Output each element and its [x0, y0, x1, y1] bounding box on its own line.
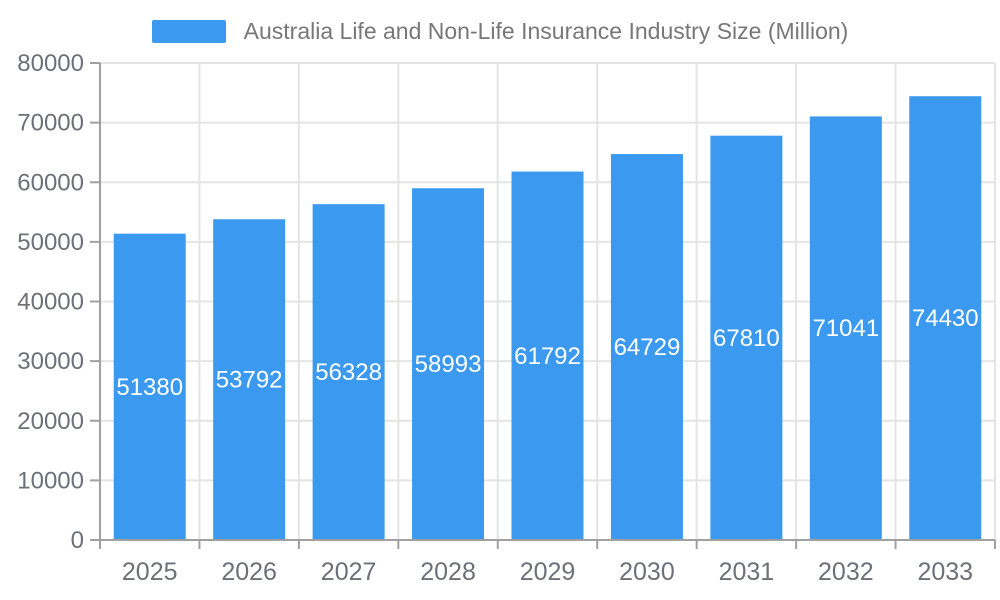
- bar-2025[interactable]: [113, 233, 186, 541]
- x-tick-label: 2033: [917, 558, 973, 586]
- bar-value-label: 61792: [514, 343, 581, 370]
- bar-value-label: 51380: [116, 374, 183, 401]
- x-tick-label: 2032: [818, 558, 874, 586]
- bar-value-label: 71041: [812, 315, 879, 342]
- y-tick-label: 20000: [17, 408, 84, 435]
- bar-value-label: 67810: [713, 325, 780, 352]
- bar-2028[interactable]: [412, 188, 485, 540]
- bar-2032[interactable]: [809, 116, 882, 541]
- x-tick-label: 2026: [221, 558, 277, 586]
- bar-value-label: 64729: [614, 334, 681, 361]
- x-tick-label: 2027: [321, 558, 377, 586]
- legend-label: Australia Life and Non-Life Insurance In…: [243, 18, 849, 44]
- bar-2027[interactable]: [312, 204, 385, 541]
- chart-legend[interactable]: Australia Life and Non-Life Insurance In…: [0, 18, 1000, 45]
- y-tick-label: 30000: [17, 348, 84, 375]
- bar-value-label: 58993: [415, 351, 482, 378]
- bar-2029[interactable]: [511, 171, 584, 541]
- y-tick-label: 10000: [17, 467, 84, 494]
- y-tick-label: 80000: [17, 50, 84, 77]
- bar-value-label: 53792: [216, 367, 283, 394]
- x-tick-label: 2025: [122, 558, 178, 586]
- bar-2030[interactable]: [610, 154, 683, 540]
- legend-swatch-icon: [151, 20, 226, 43]
- x-tick-label: 2029: [520, 558, 576, 586]
- bar-2031[interactable]: [710, 135, 783, 541]
- y-tick-label: 50000: [17, 229, 84, 256]
- x-tick-label: 2028: [420, 558, 476, 586]
- y-tick-label: 40000: [17, 289, 84, 316]
- x-tick-label: 2030: [619, 558, 675, 586]
- bar-value-label: 74430: [912, 305, 979, 332]
- y-tick-label: 70000: [17, 110, 84, 137]
- bar-2026[interactable]: [213, 219, 286, 540]
- bar-2033[interactable]: [909, 96, 982, 541]
- y-tick-label: 0: [71, 527, 84, 554]
- bar-value-label: 56328: [315, 359, 382, 386]
- y-tick-label: 60000: [17, 169, 84, 196]
- x-tick-label: 2031: [719, 558, 775, 586]
